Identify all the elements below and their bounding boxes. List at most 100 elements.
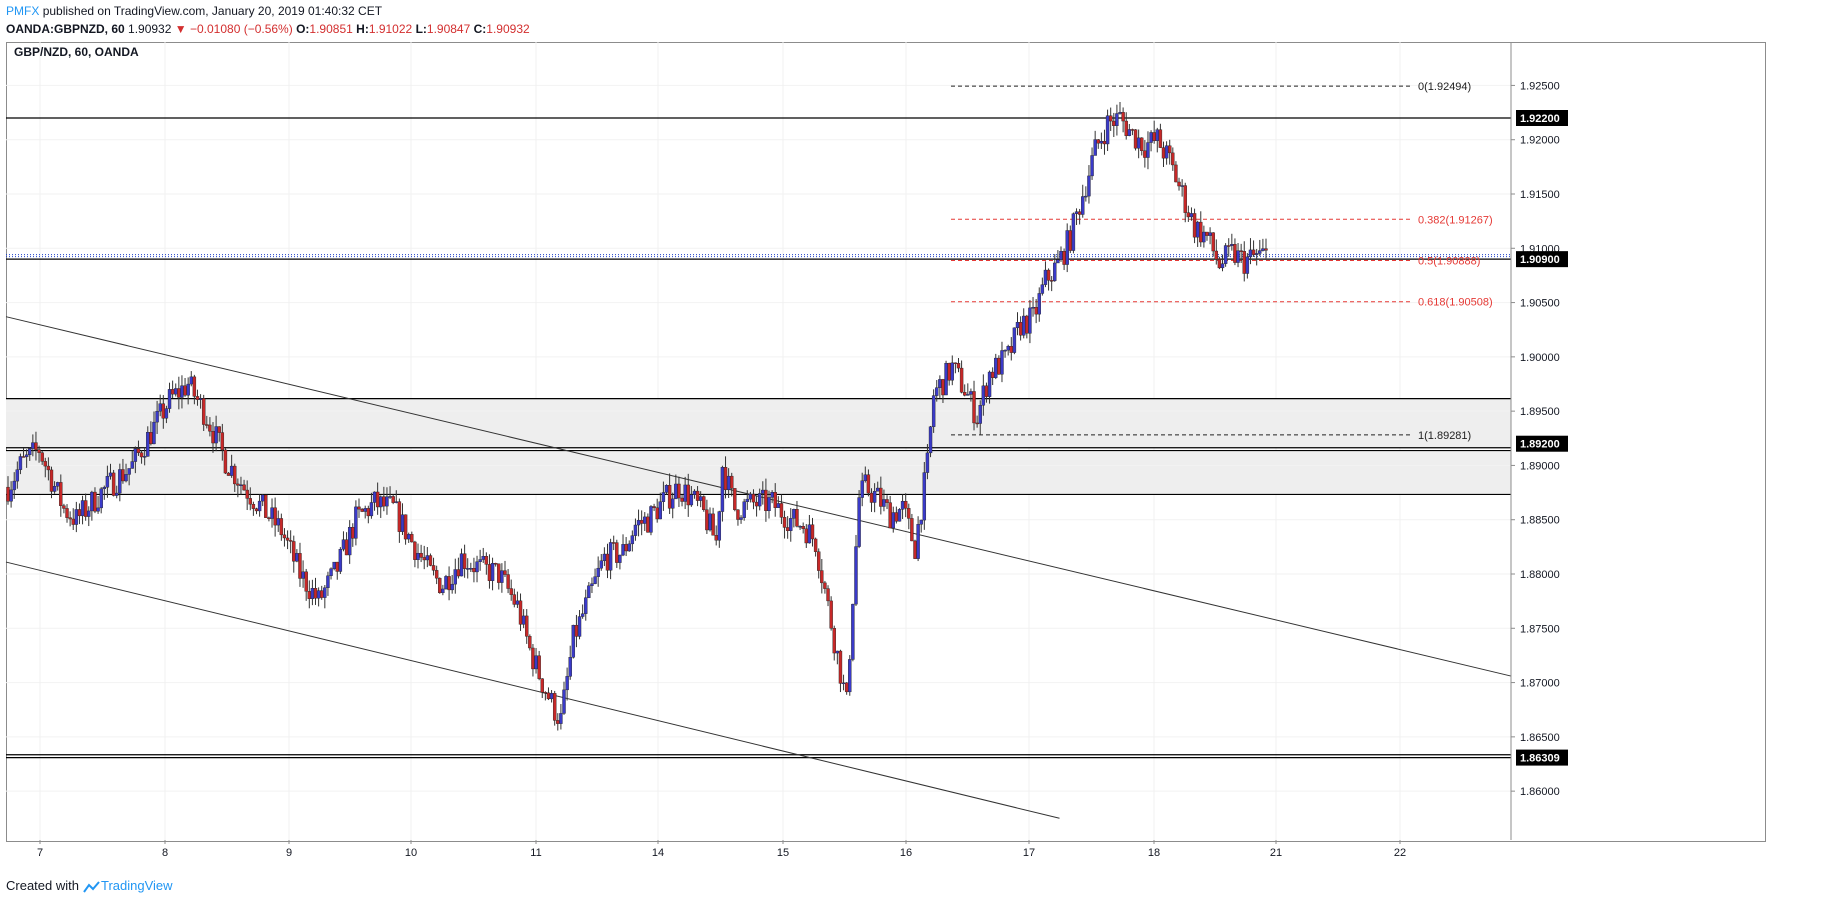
candle-down [677, 483, 681, 499]
y-tick-label: 1.87500 [1520, 623, 1560, 635]
candle-down [149, 432, 153, 445]
candle-up [618, 554, 622, 563]
candle-up [444, 576, 448, 590]
candle-down [667, 484, 672, 509]
candle-up [152, 421, 156, 445]
high-value: 1.91022 [368, 22, 413, 36]
candle-down [885, 499, 889, 503]
candle-up [593, 576, 597, 584]
candle-up [1003, 349, 1007, 352]
candle-up [1059, 251, 1063, 260]
candle-down [77, 509, 82, 517]
candle-up [1230, 244, 1234, 246]
candle-down [447, 576, 451, 591]
candle-up [590, 583, 594, 586]
candle-down [195, 396, 200, 400]
candle-up [323, 587, 327, 598]
candle-down [540, 678, 544, 693]
candle-down [413, 541, 417, 560]
candle-down [223, 449, 228, 474]
x-tick-label: 15 [777, 847, 789, 859]
candle-down [456, 569, 461, 577]
candle-up [568, 657, 572, 677]
y-tick-label: 1.89000 [1520, 460, 1560, 472]
y-tick-label: 1.88000 [1520, 569, 1560, 581]
candle-up [935, 387, 939, 396]
candle-up [115, 492, 119, 496]
candle-down [829, 600, 833, 629]
x-tick-label: 18 [1148, 847, 1160, 859]
candle-down [1062, 251, 1066, 265]
candle-down [1108, 115, 1113, 122]
candle-up [167, 389, 172, 409]
candle-up [239, 484, 243, 487]
candle-up [31, 442, 35, 449]
candle-down [254, 508, 259, 512]
x-tick-label: 21 [1270, 847, 1282, 859]
candle-down [192, 376, 197, 397]
candle-up [692, 490, 697, 495]
x-tick-label: 11 [530, 847, 541, 859]
candle-down [357, 506, 361, 510]
candle-down [605, 553, 610, 571]
candle-down [282, 534, 287, 539]
candle-down [497, 563, 501, 583]
candle-up [891, 512, 895, 529]
candle-up [28, 448, 32, 456]
candle-down [680, 497, 684, 502]
candle-up [1236, 250, 1240, 263]
candle-down [509, 588, 513, 595]
candle-up [649, 506, 653, 533]
candle-down [288, 540, 293, 542]
candle-up [1189, 213, 1194, 218]
candle-up [354, 506, 358, 539]
candle-up [1164, 145, 1169, 159]
candle-up [1195, 221, 1200, 238]
candle-up [854, 546, 858, 605]
candle-up [835, 650, 840, 654]
candle-up [748, 493, 753, 500]
candle-down [462, 553, 467, 569]
candle-up [127, 468, 131, 475]
candle-up [1180, 185, 1184, 187]
candle-down [552, 693, 557, 721]
candle-up [664, 484, 669, 493]
candle-down [1242, 251, 1246, 274]
candle-up [860, 480, 864, 498]
candle-down [245, 489, 249, 499]
candle-up [643, 516, 647, 524]
candle-up [105, 476, 110, 488]
candle-down [320, 590, 324, 598]
candle-down [360, 508, 364, 512]
candle-up [863, 474, 868, 481]
candle-up [938, 379, 942, 388]
y-tick-label: 1.91500 [1520, 189, 1560, 201]
candle-up [1146, 142, 1150, 158]
candle-down [779, 503, 784, 518]
candle-up [1028, 307, 1032, 334]
candle-up [481, 555, 485, 560]
candle-down [121, 469, 125, 482]
candle-down [801, 526, 805, 530]
candle-down [208, 424, 212, 432]
y-tick-label: 1.86000 [1520, 786, 1560, 798]
fib-level-label: 0(1.92494) [1418, 81, 1471, 93]
candle-up [326, 575, 330, 588]
candle-down [1186, 212, 1191, 218]
candle-down [782, 517, 787, 528]
candle-up [118, 469, 122, 494]
candle-up [742, 501, 746, 518]
support-zone [6, 398, 1511, 448]
candle-down [236, 483, 240, 486]
footer: Created with TradingView [6, 878, 173, 893]
candle-down [838, 650, 843, 684]
tradingview-link[interactable]: TradingView [100, 878, 173, 893]
candle-down [804, 528, 808, 544]
publisher-name[interactable]: PMFX [6, 4, 40, 18]
candle-down [434, 570, 439, 579]
candle-up [347, 526, 352, 556]
candle-down [612, 542, 616, 544]
candle-down [49, 469, 54, 492]
candle-down [1133, 129, 1138, 149]
